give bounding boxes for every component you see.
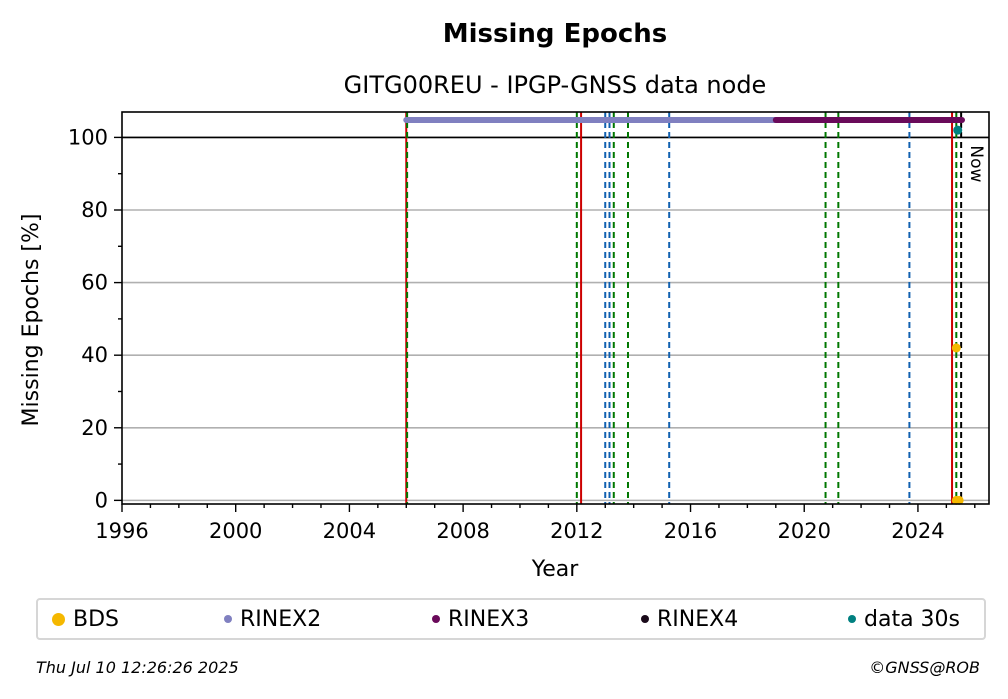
x-tick-label: 2024 [891, 519, 944, 543]
x-axis-label: Year [531, 557, 580, 582]
rinex2-marker-icon [224, 615, 232, 623]
y-tick-label: 0 [95, 488, 108, 512]
legend-label-bds: BDS [73, 606, 119, 632]
legend-item-data-30s: data 30s [848, 600, 960, 638]
x-tick-label: 2012 [550, 519, 603, 543]
chart-title: Missing Epochs [443, 19, 667, 49]
x-tick-label: 2016 [664, 519, 717, 543]
x-tick-label: 2020 [778, 519, 831, 543]
legend: BDS RINEX2 RINEX3 RINEX4 data 30s [36, 598, 986, 640]
legend-item-rinex3: RINEX3 [432, 600, 529, 638]
missing-epochs-chart: Missing Epochs GITG00REU - IPGP-GNSS dat… [19, 19, 990, 582]
footer-credit: ©GNSS@ROB [869, 658, 980, 677]
legend-label-data-30s: data 30s [864, 606, 961, 632]
chart-subtitle: GITG00REU - IPGP-GNSS data node [344, 71, 767, 99]
rinex3-marker-icon [432, 615, 440, 623]
data-30s-marker-icon [848, 615, 856, 623]
legend-label-rinex4: RINEX4 [657, 606, 739, 632]
y-tick-label: 40 [81, 343, 108, 367]
bds-data-point [954, 495, 964, 505]
y-axis-label: Missing Epochs [%] [19, 214, 44, 427]
bds-marker-icon [52, 612, 65, 626]
legend-label-rinex3: RINEX3 [448, 606, 530, 632]
data-30s-data-point [953, 125, 963, 135]
y-tick-label: 100 [68, 125, 108, 149]
y-tick-label: 80 [81, 198, 108, 222]
rinex4-marker-icon [641, 615, 649, 623]
x-tick-label: 2000 [209, 519, 262, 543]
legend-item-bds: BDS [52, 600, 119, 638]
y-tick-label: 20 [81, 416, 108, 440]
legend-item-rinex4: RINEX4 [641, 600, 738, 638]
bds-data-point [951, 343, 961, 353]
now-label: Now [966, 145, 986, 182]
plot-frame [121, 111, 990, 505]
x-tick-label: 1996 [95, 519, 148, 543]
legend-item-rinex2: RINEX2 [224, 600, 321, 638]
legend-label-rinex2: RINEX2 [240, 606, 322, 632]
x-tick-label: 2004 [323, 519, 376, 543]
y-tick-label: 60 [81, 271, 108, 295]
x-tick-label: 2008 [436, 519, 489, 543]
footer-timestamp: Thu Jul 10 12:26:26 2025 [36, 658, 239, 677]
